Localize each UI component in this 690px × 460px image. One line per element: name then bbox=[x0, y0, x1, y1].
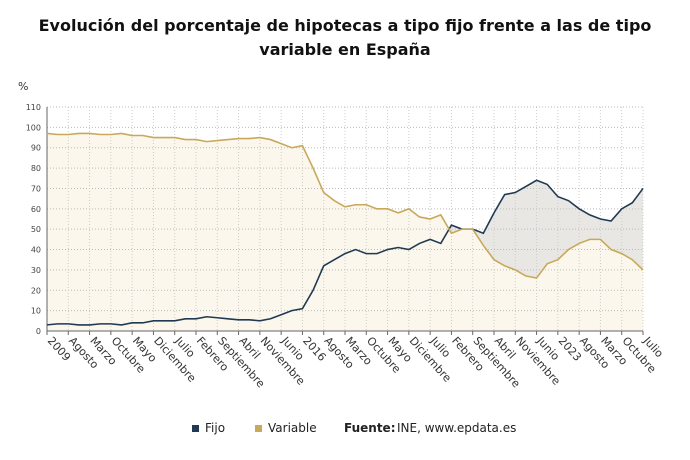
y-tick-label: 90 bbox=[31, 144, 41, 153]
y-axis-label: % bbox=[18, 80, 28, 93]
x-tick-label: 2023 bbox=[556, 334, 584, 364]
line bbox=[46, 132, 644, 279]
y-tick-label: 40 bbox=[31, 246, 41, 255]
y-tick-label: 20 bbox=[31, 286, 41, 295]
y-tick-label: 80 bbox=[31, 164, 41, 173]
legend-swatch bbox=[255, 425, 262, 432]
y-tick-label: 100 bbox=[26, 123, 41, 132]
y-tick-label: 30 bbox=[31, 266, 41, 275]
source: INE, www.epdata.es bbox=[397, 421, 516, 435]
x-tick-label: 2009 bbox=[45, 334, 73, 364]
y-tick-label: 60 bbox=[31, 205, 41, 214]
y-tick-label: 110 bbox=[26, 103, 41, 112]
legend-label: Fijo bbox=[205, 421, 225, 435]
legend-swatch bbox=[192, 425, 199, 432]
x-tick-label: 2016 bbox=[300, 334, 328, 364]
legend-label: Variable bbox=[268, 421, 317, 435]
y-tick-label: 10 bbox=[31, 307, 41, 316]
line bbox=[46, 179, 644, 326]
y-tick-label: 50 bbox=[31, 225, 41, 234]
source-label: Fuente: bbox=[344, 421, 396, 435]
chart-title: Evolución del porcentaje de hipotecas a … bbox=[38, 16, 652, 59]
y-tick-label: 0 bbox=[36, 327, 41, 336]
y-tick-label: 70 bbox=[31, 184, 41, 193]
